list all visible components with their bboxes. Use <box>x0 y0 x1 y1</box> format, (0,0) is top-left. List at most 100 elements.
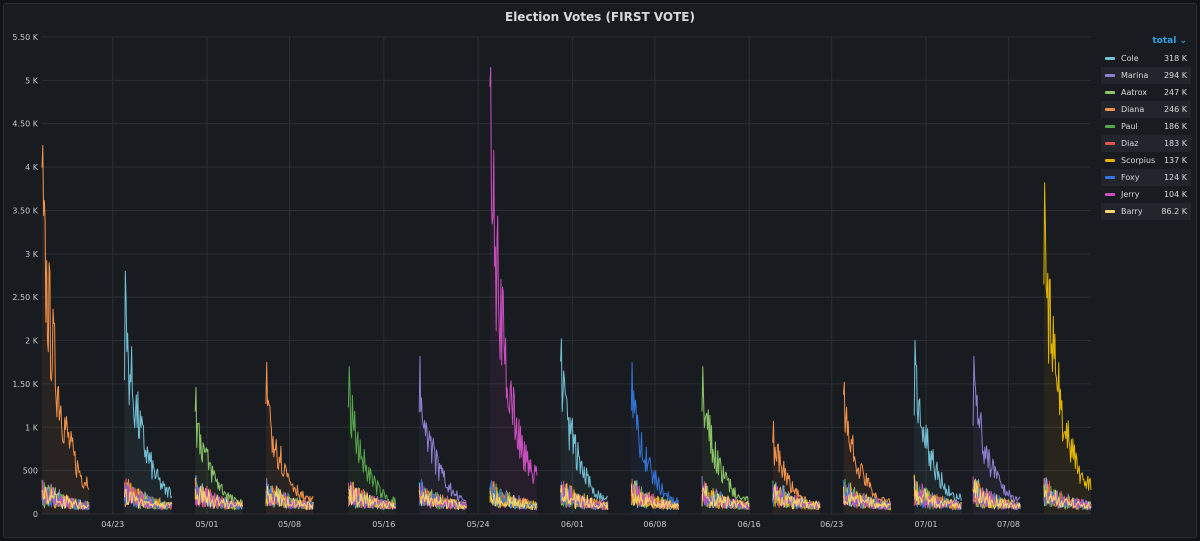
y-tick-label: 5.50 K <box>12 33 38 42</box>
legend-series-name: Diaz <box>1121 139 1139 148</box>
y-tick-label: 0 <box>33 510 38 519</box>
x-tick-label: 05/24 <box>467 520 490 529</box>
chart-panel: Election Votes (FIRST VOTE) 0 500 1 K 1.50 … <box>3 3 1197 538</box>
series-area-foxy <box>631 362 679 514</box>
legend-series-total: 318 K <box>1163 54 1187 63</box>
y-tick-label: 4 K <box>25 163 39 172</box>
legend-item-aatrox[interactable]: Aatrox 247 K <box>1101 84 1191 101</box>
series-line-segment <box>418 490 467 511</box>
legend-item-scorpius[interactable]: Scorpius 137 K <box>1101 152 1191 169</box>
legend-swatch <box>1105 159 1115 162</box>
grid <box>42 36 1091 515</box>
series-area-aatrox <box>195 387 243 514</box>
y-tick-label: 5 K <box>25 76 39 85</box>
legend-swatch <box>1105 125 1115 128</box>
y-tick-label: 1.50 K <box>12 380 38 389</box>
series-area-diana <box>265 362 314 514</box>
series-area-diana <box>42 145 90 514</box>
legend-series-total: 124 K <box>1163 173 1187 182</box>
series-area-cole <box>560 338 608 514</box>
chart[interactable]: 0 500 1 K 1.50 K 2 K 2.50 K 3 K 3.50 K 4 K 4.50 K… <box>4 4 1198 539</box>
legend-swatch <box>1105 142 1115 145</box>
series-area-diana <box>843 382 891 514</box>
panel-title: Election Votes (FIRST VOTE) <box>505 10 695 24</box>
x-tick-label: 06/16 <box>738 520 761 529</box>
legend-swatch <box>1105 176 1115 179</box>
x-axis: 04/23 05/01 05/08 05/16 05/24 06/01 06/08 06/16… <box>101 520 1020 529</box>
legend-series-total: 294 K <box>1163 71 1187 80</box>
series-line-segment <box>913 340 962 503</box>
x-tick-label: 07/01 <box>914 520 937 529</box>
series-line-segment <box>1043 484 1092 510</box>
series-area-scorpius <box>1043 182 1091 514</box>
series-line-segment <box>630 484 679 509</box>
legend-item-foxy[interactable]: Foxy 124 K <box>1101 169 1191 186</box>
legend-item-cole[interactable]: Cole 318 K <box>1101 50 1191 67</box>
legend-rows: Cole 318 K Marina 294 K Aatrox 247 K Diana 246 … <box>1101 50 1191 220</box>
y-axis: 0 500 1 K 1.50 K 2 K 2.50 K 3 K 3.50 K 4 K 4.50 K… <box>12 33 38 519</box>
x-tick-label: 05/08 <box>278 520 301 529</box>
series-line-segment <box>701 366 750 505</box>
legend-series-total: 183 K <box>1163 139 1187 148</box>
legend-series-name: Foxy <box>1121 173 1140 182</box>
legend: total ⌄ Cole 318 K Marina 294 K Aatrox 247 K D… <box>1101 36 1191 220</box>
series-area-jerry <box>489 67 538 515</box>
legend-item-diana[interactable]: Diana 246 K <box>1101 101 1191 118</box>
legend-series-total: 137 K <box>1163 156 1187 165</box>
series-line-segment <box>194 485 243 510</box>
y-tick-label: 4.50 K <box>12 120 38 129</box>
series-line-segment <box>347 481 397 510</box>
series-area-diana <box>772 421 820 514</box>
y-tick-label: 3 K <box>25 250 39 259</box>
legend-swatch <box>1105 57 1115 60</box>
series-line-segment <box>843 381 892 505</box>
series-area-cole <box>124 271 172 514</box>
legend-series-name: Scorpius <box>1121 156 1156 165</box>
y-tick-label: 2.50 K <box>12 293 38 302</box>
legend-series-total: 104 K <box>1163 190 1187 199</box>
legend-series-name: Diana <box>1121 105 1145 114</box>
series-line-segment <box>772 483 821 510</box>
series-line-segment <box>913 483 962 510</box>
legend-series-total: 246 K <box>1163 105 1187 114</box>
legend-series-total: 247 K <box>1163 88 1187 97</box>
series-barry <box>41 475 1092 511</box>
legend-series-name: Jerry <box>1121 190 1140 199</box>
series-line-segment <box>418 488 467 510</box>
legend-swatch <box>1105 108 1115 111</box>
series-line-segment <box>41 144 90 490</box>
legend-series-name: Marina <box>1121 71 1149 80</box>
legend-item-jerry[interactable]: Jerry 104 K <box>1101 186 1191 203</box>
series-line-segment <box>630 484 679 510</box>
series-line-segment <box>701 483 750 509</box>
series-line-segment <box>972 479 1021 510</box>
legend-swatch <box>1105 193 1115 196</box>
y-tick-label: 3.50 K <box>12 206 38 215</box>
legend-series-name: Barry <box>1121 207 1143 216</box>
series-line-segment <box>348 485 396 509</box>
series-line-segment <box>124 270 173 499</box>
series-line-segment <box>489 66 538 484</box>
legend-swatch <box>1105 210 1115 213</box>
series-line-segment <box>1043 485 1092 511</box>
series-line-segment <box>194 386 243 507</box>
x-tick-label: 05/01 <box>195 520 218 529</box>
x-tick-label: 06/08 <box>643 520 666 529</box>
series-area-paul <box>348 366 396 514</box>
legend-swatch <box>1105 91 1115 94</box>
series-line-segment <box>418 355 467 502</box>
legend-item-marina[interactable]: Marina 294 K <box>1101 67 1191 84</box>
series-area-marina <box>973 356 1021 514</box>
series-line-segment <box>1043 489 1092 510</box>
series-line-segment <box>630 361 679 505</box>
series-line-segment <box>843 491 892 511</box>
legend-item-diaz[interactable]: Diaz 183 K <box>1101 135 1191 152</box>
series-area-cole <box>914 340 962 514</box>
series-line-segment <box>41 486 90 510</box>
legend-item-barry[interactable]: Barry 86.2 K <box>1101 203 1191 220</box>
legend-sort-toggle[interactable]: total ⌄ <box>1152 36 1187 46</box>
legend-series-total: 186 K <box>1163 122 1187 131</box>
series-line-segment <box>972 355 1021 503</box>
legend-item-paul[interactable]: Paul 186 K <box>1101 118 1191 135</box>
series-area-marina <box>419 356 467 514</box>
